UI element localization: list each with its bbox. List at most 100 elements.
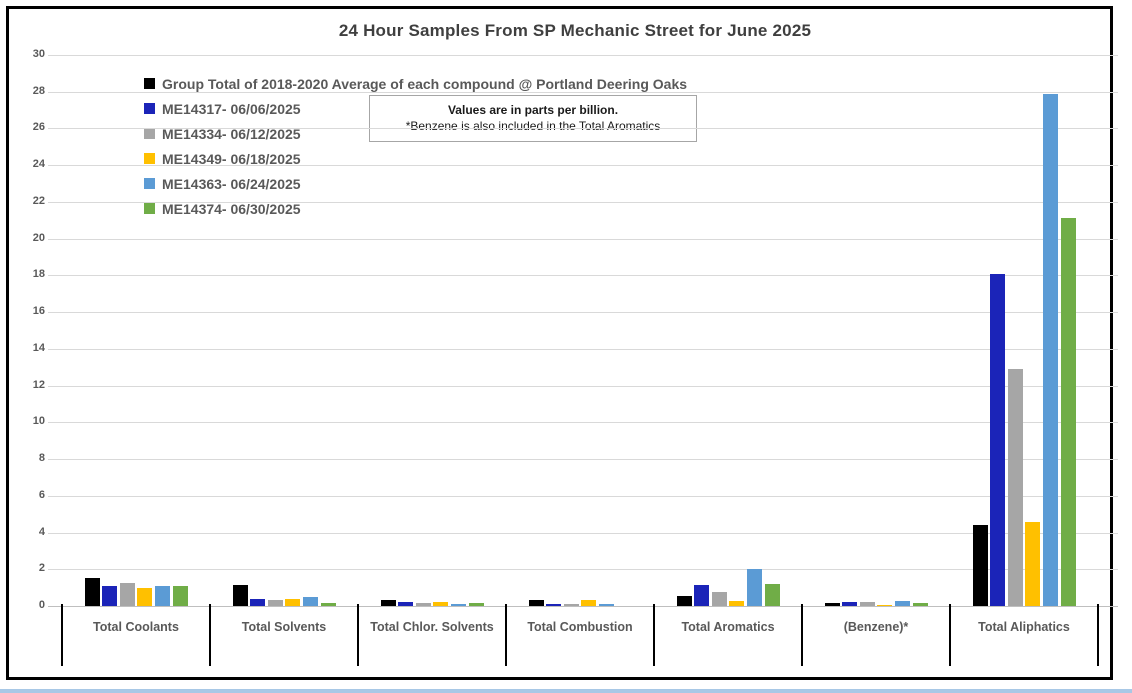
legend-item: ME14317- 06/06/2025 (144, 96, 687, 121)
gridline (48, 532, 1118, 534)
legend-item: ME14334- 06/12/2025 (144, 121, 687, 146)
note-box: Values are in parts per billion. *Benzen… (369, 95, 697, 142)
gridline (48, 165, 1118, 167)
gridline (48, 55, 1118, 56)
legend-item: ME14374- 06/30/2025 (144, 196, 687, 221)
y-axis-tick-label: 0 (38, 599, 45, 611)
bar-series1-total-solvents (232, 585, 248, 606)
gridline (48, 312, 1118, 314)
bar-series1-total-aliphatics (972, 525, 988, 606)
gridline (48, 606, 1118, 607)
y-axis-tick-label: 16 (32, 305, 45, 318)
bar-series5-total-coolants (154, 586, 170, 606)
gridline (48, 569, 1118, 571)
category-separator-tick (949, 604, 951, 666)
gridline (48, 459, 1118, 461)
y-axis-tick-label: 22 (32, 194, 45, 207)
y-axis-tick-label: 12 (32, 378, 45, 391)
bar-series6-total-aliphatics (1060, 218, 1076, 606)
category-separator-tick (61, 604, 63, 666)
bar-series6--benzene- (912, 603, 928, 606)
legend-swatch-icon (144, 203, 155, 214)
bar-series2-total-combustion (546, 604, 562, 606)
bar-series2-total-solvents (250, 599, 266, 606)
y-axis-tick-label: 24 (32, 158, 45, 171)
window-bottom-edge (0, 689, 1132, 693)
y-axis-tick-label: 20 (32, 231, 45, 244)
legend-label: ME14363- 06/24/2025 (162, 175, 301, 192)
bar-series3-total-chlor-solvents (415, 603, 431, 606)
bar-series2-total-aliphatics (990, 274, 1006, 606)
bar-series6-total-aromatics (764, 584, 780, 606)
legend-label: Group Total of 2018-2020 Average of each… (162, 75, 688, 92)
bar-series6-total-coolants (172, 586, 188, 606)
bar-series2-total-coolants (102, 586, 118, 606)
legend-label: ME14334- 06/12/2025 (162, 125, 301, 142)
legend-label: ME14374- 06/30/2025 (162, 200, 301, 217)
y-axis-tick-label: 18 (32, 268, 45, 281)
y-axis-tick-label: 4 (38, 525, 45, 538)
bar-series4--benzene- (877, 605, 893, 606)
legend-item: ME14363- 06/24/2025 (144, 171, 687, 196)
y-axis-tick-label: 14 (32, 341, 45, 354)
category-separator-tick (357, 604, 359, 666)
y-axis-tick-label: 28 (32, 84, 45, 97)
legend-label: ME14317- 06/06/2025 (162, 100, 301, 117)
category-separator-tick (1097, 604, 1099, 666)
category-separator-tick (209, 604, 211, 666)
y-axis-tick-label: 30 (32, 48, 45, 60)
chart-title: 24 Hour Samples From SP Mechanic Street … (338, 21, 812, 40)
bar-series2-total-chlor-solvents (398, 602, 414, 606)
category-separator-tick (801, 604, 803, 666)
bar-series5-total-chlor-solvents (450, 604, 466, 606)
bar-series3-total-coolants (119, 583, 135, 606)
gridline (48, 348, 1118, 350)
bar-series2-total-aromatics (694, 585, 710, 606)
bar-series4-total-chlor-solvents (433, 602, 449, 606)
legend-item: Group Total of 2018-2020 Average of each… (144, 71, 687, 96)
y-axis-tick-label: 8 (38, 452, 45, 465)
bar-series1--benzene- (824, 603, 840, 606)
category-label: Total Aliphatics (978, 620, 1070, 634)
bar-series5-total-combustion (598, 604, 614, 606)
bar-series4-total-solvents (285, 599, 301, 606)
bar-series1-total-aromatics (676, 596, 692, 606)
legend-swatch-icon (144, 78, 155, 89)
legend-swatch-icon (144, 153, 155, 164)
bar-series1-total-chlor-solvents (380, 600, 396, 606)
note-line-1: Values are in parts per billion. (447, 103, 619, 117)
bar-series6-total-solvents (320, 603, 336, 606)
legend-swatch-icon (144, 178, 155, 189)
bar-series3-total-aliphatics (1007, 369, 1023, 606)
gridline (48, 495, 1118, 497)
chart-legend: Group Total of 2018-2020 Average of each… (144, 71, 687, 221)
legend-label: ME14349- 06/18/2025 (162, 150, 301, 167)
y-axis-tick-label: 6 (38, 488, 45, 501)
bar-series4-total-combustion (581, 600, 597, 606)
bar-series1-total-coolants (84, 578, 100, 606)
bar-series5--benzene- (894, 601, 910, 606)
gridline (48, 422, 1118, 424)
gridline (48, 385, 1118, 387)
category-separator-tick (653, 604, 655, 666)
bar-series4-total-aromatics (729, 601, 745, 606)
bar-series3-total-solvents (267, 600, 283, 606)
bar-series5-total-aliphatics (1042, 94, 1058, 606)
bar-series5-total-solvents (302, 597, 318, 606)
category-label: Total Chlor. Solvents (370, 620, 494, 634)
bar-series5-total-aromatics (746, 569, 762, 606)
y-axis-tick-label: 26 (32, 121, 45, 134)
bar-series2--benzene- (842, 602, 858, 606)
legend-item: ME14349- 06/18/2025 (144, 146, 687, 171)
category-label: (Benzene)* (843, 620, 909, 634)
category-label: Total Coolants (93, 620, 179, 634)
bar-series4-total-aliphatics (1025, 522, 1041, 606)
category-label: Total Combustion (527, 620, 633, 634)
bar-series3--benzene- (859, 602, 875, 606)
y-axis-tick-label: 2 (38, 562, 45, 575)
y-axis-tick-label: 10 (32, 415, 45, 428)
note-line-2: *Benzene is also included in the Total A… (405, 119, 661, 133)
category-label: Total Solvents (241, 620, 327, 634)
bar-series6-total-chlor-solvents (468, 603, 484, 606)
